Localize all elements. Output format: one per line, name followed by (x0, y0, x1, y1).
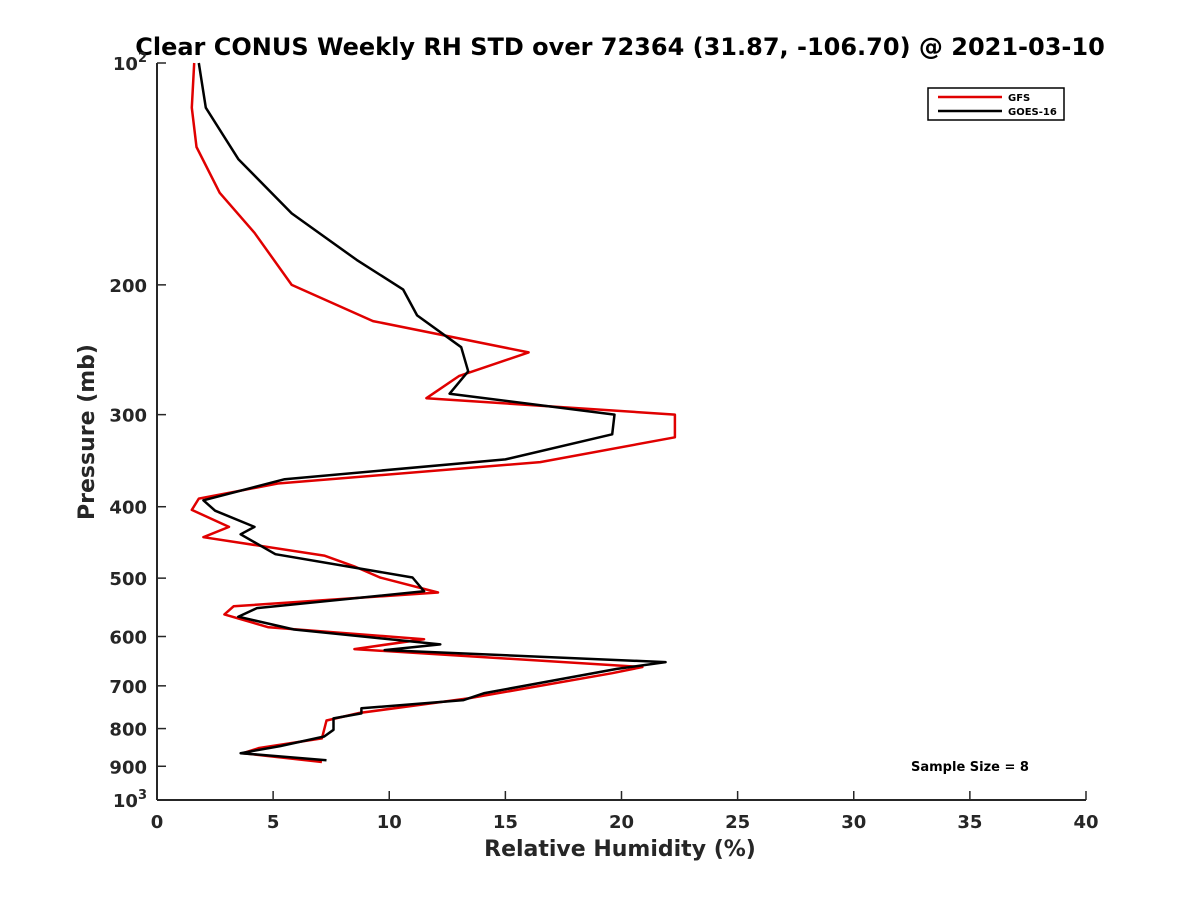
y-tick-label: 800 (109, 720, 147, 741)
legend-label-goes16: GOES-16 (1008, 107, 1057, 118)
x-tick-label: 0 (151, 812, 164, 833)
series-line-goes16 (197, 62, 667, 762)
legend: GFS GOES-16 (927, 87, 1065, 121)
x-tick-label: 35 (957, 812, 982, 833)
y-axis-label: Pressure (mb) (75, 344, 100, 520)
sample-size-annotation: Sample Size = 8 (911, 760, 1029, 775)
x-tick-label: 15 (493, 812, 518, 833)
x-axis-label: Relative Humidity (%) (484, 837, 756, 862)
x-tick-label: 10 (377, 812, 402, 833)
chart-title: Clear CONUS Weekly RH STD over 72364 (31… (135, 33, 1105, 61)
x-axis-ticks: 0 5 10 15 20 25 30 35 40 (151, 791, 1099, 833)
x-tick-label: 20 (609, 812, 634, 833)
x-tick-label: 5 (267, 812, 280, 833)
y-tick-label: 600 (109, 627, 147, 648)
y-axis-ticks: 102 200 300 400 500 600 700 800 900 103 (109, 51, 166, 812)
legend-box (927, 87, 1065, 121)
y-tick-label: 500 (109, 569, 147, 590)
x-tick-label: 25 (725, 812, 750, 833)
x-tick-label: 30 (841, 812, 866, 833)
y-tick-label: 102 (113, 51, 147, 75)
y-tick-label: 103 (113, 788, 147, 812)
plot-lines (190, 62, 677, 764)
y-tick-label: 400 (109, 498, 147, 519)
y-tick-label: 900 (109, 757, 147, 778)
legend-label-gfs: GFS (1008, 93, 1030, 104)
y-tick-label: 200 (109, 276, 147, 297)
x-tick-label: 40 (1073, 812, 1098, 833)
y-tick-label: 300 (109, 406, 147, 427)
y-tick-label: 700 (109, 677, 147, 698)
